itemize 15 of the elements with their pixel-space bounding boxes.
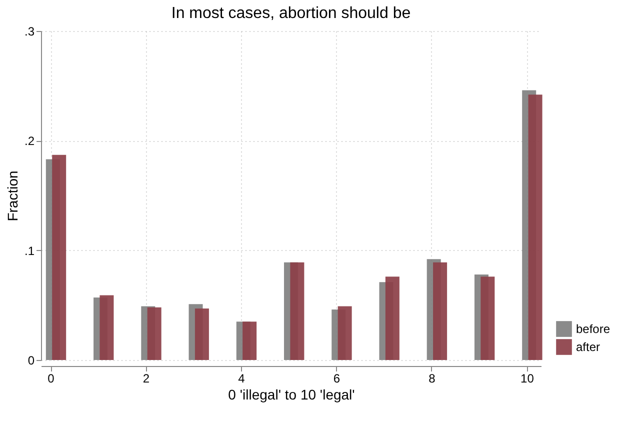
y-tick-label: .1 — [24, 244, 35, 258]
x-tick-label: 6 — [333, 372, 340, 386]
legend-label: after — [576, 340, 600, 354]
chart-title: In most cases, abortion should be — [171, 5, 411, 22]
x-tick-label: 8 — [428, 372, 436, 386]
x-tick-label: 10 — [520, 372, 534, 386]
x-tick-label: 0 — [48, 372, 55, 386]
x-axis-title: 0 'illegal' to 10 'legal' — [228, 386, 355, 402]
y-axis-title: Fraction — [4, 170, 20, 222]
x-tick-label: 2 — [142, 372, 150, 386]
legend-label: before — [576, 322, 610, 336]
y-tick-label: .3 — [24, 24, 35, 38]
x-tick-label: 4 — [238, 372, 246, 386]
y-tick-label: .2 — [24, 134, 35, 148]
y-tick-label: 0 — [28, 354, 35, 368]
